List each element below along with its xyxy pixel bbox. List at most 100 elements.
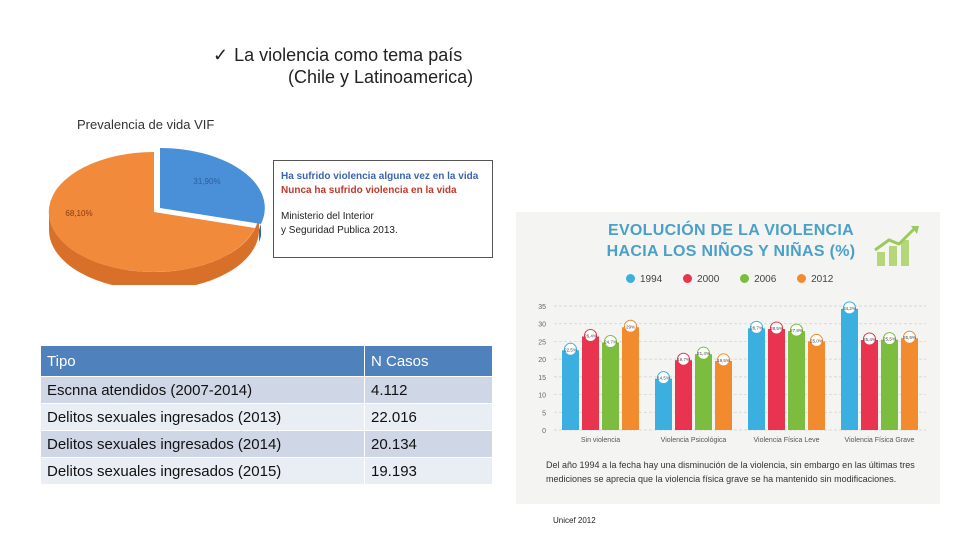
bar-value-label: 25,9%	[903, 335, 916, 340]
cell-tipo: Delitos sexuales ingresados (2015)	[40, 457, 365, 485]
growth-chart-icon	[874, 226, 919, 266]
slide-title: ✓ La violencia como tema país (Chile y La…	[213, 44, 533, 88]
bar-value-label: 19,5%	[717, 358, 730, 363]
cell-casos: 4.112	[364, 376, 493, 404]
cases-table: Tipo N Casos Escnna atendidos (2007-2014…	[40, 345, 493, 485]
bar	[861, 340, 878, 430]
bar	[695, 354, 712, 430]
bar	[808, 341, 825, 430]
prevalence-label: Prevalencia de vida VIF	[77, 117, 215, 132]
table-row: Delitos sexuales ingresados (2013) 22.01…	[40, 403, 493, 431]
bar-label-bubble	[584, 328, 597, 342]
bar-label-bubble	[697, 346, 710, 360]
table-row: Escnna atendidos (2007-2014) 4.112	[40, 376, 493, 404]
x-category-label: Violencia Física Leve	[753, 437, 819, 444]
bar-label-bubble	[750, 320, 763, 334]
violence-infographic: EVOLUCIÓN DE LA VIOLENCIA HACIA LOS NIÑO…	[516, 212, 940, 504]
bar-label-bubble	[657, 371, 670, 385]
pie-side-blue	[259, 224, 261, 242]
bar-value-label: 27,9%	[790, 328, 803, 333]
bar-value-label: 25,0%	[810, 338, 823, 343]
bar-label-bubble	[677, 352, 690, 366]
pie-legend-box: Ha sufrido violencia alguna vez en la vi…	[273, 160, 493, 258]
pie-slice-orange	[48, 151, 255, 272]
bar-label-bubble	[903, 330, 916, 344]
bar-label-bubble	[790, 323, 803, 337]
table-row: Delitos sexuales ingresados (2014) 20.13…	[40, 430, 493, 458]
bar-value-label: 19,7%	[677, 357, 690, 362]
legend-2012: 2012	[797, 274, 833, 285]
y-tick-label: 10	[538, 393, 546, 400]
cell-tipo: Escnna atendidos (2007-2014)	[40, 376, 365, 404]
bar	[881, 339, 898, 430]
bar-value-label: 28,7%	[750, 325, 763, 330]
infographic-legend: 1994 2000 2006 2012	[626, 274, 851, 285]
title-line-1: La violencia como tema país	[234, 45, 463, 65]
bar-value-label: 26,4%	[584, 333, 597, 338]
x-category-label: Sin violencia	[581, 437, 620, 444]
bar-label-bubble	[883, 332, 896, 346]
bar-label-bubble	[717, 353, 730, 367]
bar-label-bubble	[604, 334, 617, 348]
cell-tipo: Delitos sexuales ingresados (2013)	[40, 403, 365, 431]
violence-bar-chart: 0 5 10 15 20 25 30 35 22,5% 26,4% 24,7% 29% Sin viol…	[538, 301, 926, 444]
y-tick-label: 25	[538, 339, 546, 346]
pie-label-orange: 68,10%	[65, 209, 92, 218]
cell-casos: 20.134	[364, 430, 493, 458]
bar	[602, 342, 619, 430]
bar-value-label: 24,7%	[604, 339, 617, 344]
bar-label-bubble	[810, 333, 823, 347]
y-tick-label: 5	[542, 410, 546, 417]
bar	[748, 328, 765, 430]
bar-label-bubble	[770, 321, 783, 335]
title-line-2: (Chile y Latinoamerica)	[288, 67, 474, 87]
source-line-1: Ministerio del Interior	[281, 211, 374, 222]
bar	[841, 308, 858, 430]
x-category-label: Violencia Física Grave	[845, 437, 915, 444]
bar-label-bubble	[564, 342, 577, 356]
bar	[768, 329, 785, 430]
pie-side-orange	[49, 212, 259, 285]
y-tick-label: 35	[538, 304, 546, 311]
pie-slice-blue	[160, 148, 265, 224]
check-icon: ✓	[213, 45, 229, 65]
bar	[788, 331, 805, 430]
bar-label-bubble	[843, 301, 856, 315]
y-tick-label: 0	[542, 428, 546, 435]
bar-value-label: 14,5%	[657, 376, 670, 381]
bar-value-label: 28,5%	[770, 326, 783, 331]
legend-2006: 2006	[740, 274, 776, 285]
bar	[901, 338, 918, 430]
table-row: Delitos sexuales ingresados (2015) 19.19…	[40, 457, 493, 485]
bar-value-label: 34,2%	[843, 306, 856, 311]
table-header-row: Tipo N Casos	[40, 345, 493, 377]
x-category-label: Violencia Psicológica	[661, 437, 727, 444]
legend-2000: 2000	[683, 274, 719, 285]
bar-value-label: 21,4%	[697, 351, 710, 356]
source-line-2: y Seguridad Publica 2013.	[281, 225, 398, 236]
y-tick-label: 30	[538, 322, 546, 329]
bar-value-label: 29%	[626, 324, 635, 329]
source-credit: Unicef 2012	[553, 516, 596, 525]
bar	[715, 360, 732, 430]
bar	[562, 350, 579, 430]
y-tick-label: 15	[538, 375, 546, 382]
cell-casos: 19.193	[364, 457, 493, 485]
bar-value-label: 22,5%	[564, 347, 577, 352]
bar-value-label: 25,5%	[883, 337, 896, 342]
legend-1994: 1994	[626, 274, 662, 285]
legend-item-never: Nunca ha sufrido violencia en la vida	[281, 185, 457, 196]
legend-item-suffered: Ha sufrido violencia alguna vez en la vi…	[281, 171, 479, 182]
legend-source: Ministerio del Interior y Seguridad Publ…	[281, 210, 485, 238]
bar	[675, 360, 692, 430]
prevalence-pie-chart: 31,90% 68,10%	[48, 148, 265, 285]
header-casos: N Casos	[364, 345, 493, 377]
infographic-note: Del año 1994 a la fecha hay una disminuc…	[546, 460, 915, 484]
bar	[622, 327, 639, 430]
bar	[582, 336, 599, 430]
bar	[655, 378, 672, 430]
header-tipo: Tipo	[40, 345, 365, 377]
bar-label-bubble	[863, 332, 876, 346]
infographic-title: EVOLUCIÓN DE LA VIOLENCIA HACIA LOS NIÑO…	[606, 222, 856, 260]
bar-value-label: 25,4%	[863, 337, 876, 342]
